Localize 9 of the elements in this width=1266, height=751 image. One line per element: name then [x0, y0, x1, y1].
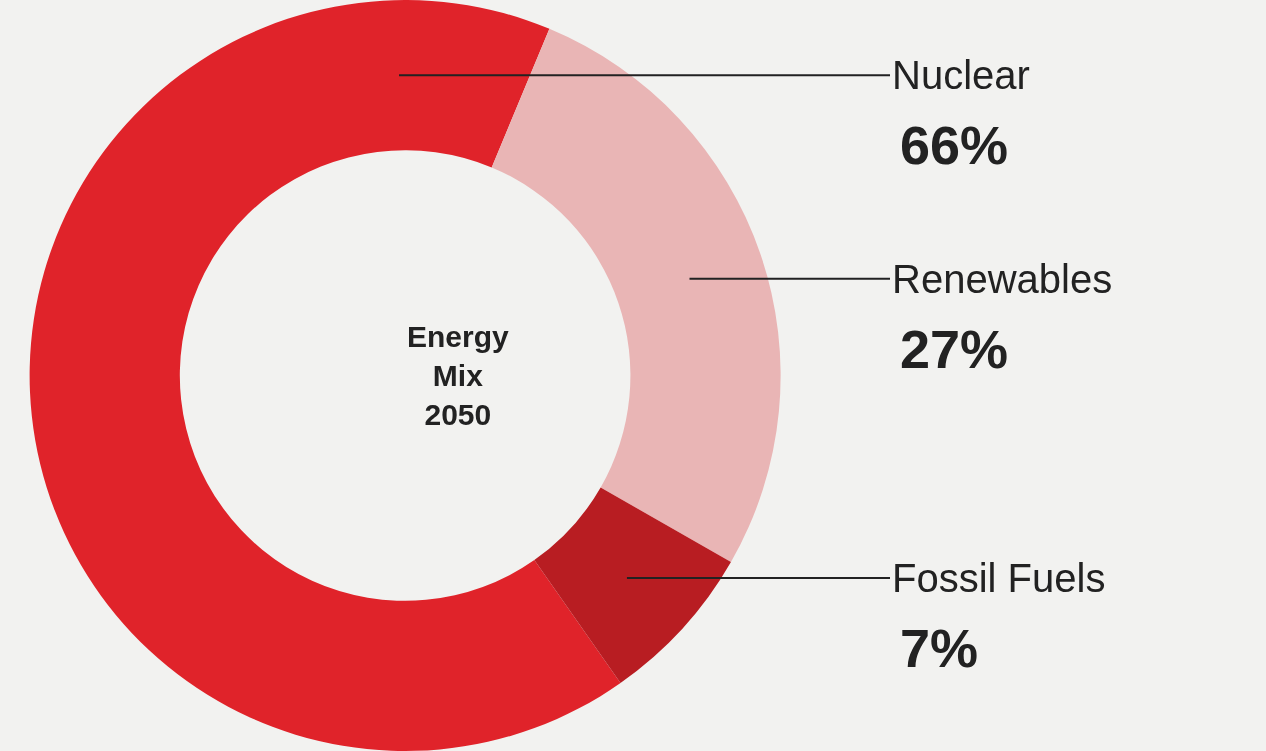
donut-slice [534, 487, 731, 684]
slice-label: Renewables [892, 257, 1113, 301]
data-label: 27% [900, 319, 1009, 379]
slice-label: Nuclear [892, 53, 1030, 97]
slice-label: Fossil Fuels [892, 556, 1106, 600]
text: Energy Mix 2050 [407, 320, 510, 431]
data-label: 7% [900, 618, 979, 678]
donut-slice [29, 0, 621, 751]
data-label: 66% [900, 115, 1009, 175]
